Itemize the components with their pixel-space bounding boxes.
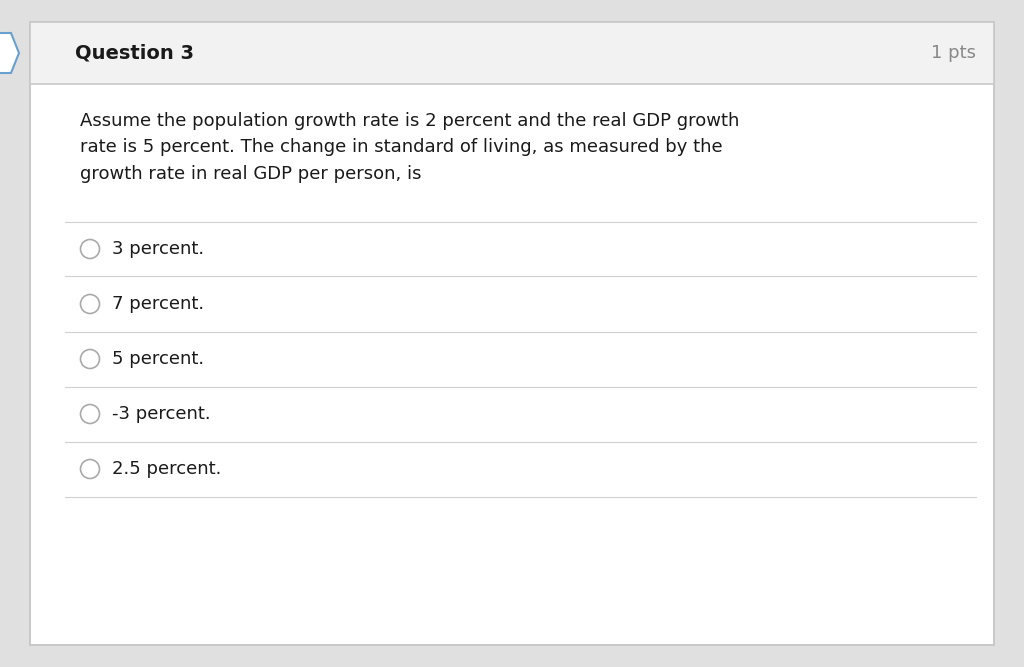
Text: rate is 5 percent. The change in standard of living, as measured by the: rate is 5 percent. The change in standar…	[80, 139, 723, 157]
Circle shape	[81, 460, 99, 478]
Text: growth rate in real GDP per person, is: growth rate in real GDP per person, is	[80, 165, 422, 183]
Circle shape	[81, 295, 99, 313]
Text: 1 pts: 1 pts	[931, 44, 976, 62]
Circle shape	[81, 239, 99, 259]
Text: 2.5 percent.: 2.5 percent.	[112, 460, 221, 478]
Text: 7 percent.: 7 percent.	[112, 295, 204, 313]
Polygon shape	[0, 33, 19, 73]
Circle shape	[81, 404, 99, 424]
Text: 5 percent.: 5 percent.	[112, 350, 204, 368]
Bar	[30, 22, 994, 84]
Text: -3 percent.: -3 percent.	[112, 405, 211, 423]
Text: Question 3: Question 3	[75, 43, 194, 63]
Text: Assume the population growth rate is 2 percent and the real GDP growth: Assume the population growth rate is 2 p…	[80, 112, 739, 130]
Circle shape	[81, 350, 99, 368]
Text: 3 percent.: 3 percent.	[112, 240, 204, 258]
